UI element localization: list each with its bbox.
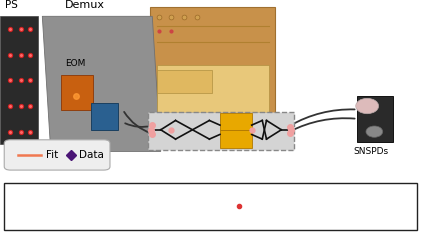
Text: EOM: EOM — [66, 58, 86, 68]
Text: PS: PS — [5, 0, 18, 10]
Bar — [220, 130, 252, 148]
Bar — [148, 112, 294, 150]
Polygon shape — [42, 16, 161, 151]
Text: Demux: Demux — [65, 0, 104, 10]
Bar — [150, 7, 275, 128]
Bar — [157, 65, 269, 112]
Bar — [0, 16, 38, 144]
Bar — [357, 96, 393, 142]
Bar — [91, 103, 118, 130]
Ellipse shape — [356, 98, 379, 114]
Text: Fit: Fit — [46, 150, 58, 160]
Text: SNSPDs: SNSPDs — [353, 147, 389, 156]
Bar — [157, 70, 212, 93]
Ellipse shape — [366, 126, 383, 137]
Text: Data: Data — [79, 150, 104, 160]
Bar — [61, 75, 93, 110]
Bar — [220, 113, 252, 130]
Text: PBS: PBS — [93, 141, 110, 150]
Bar — [4, 183, 417, 230]
FancyBboxPatch shape — [4, 140, 110, 170]
